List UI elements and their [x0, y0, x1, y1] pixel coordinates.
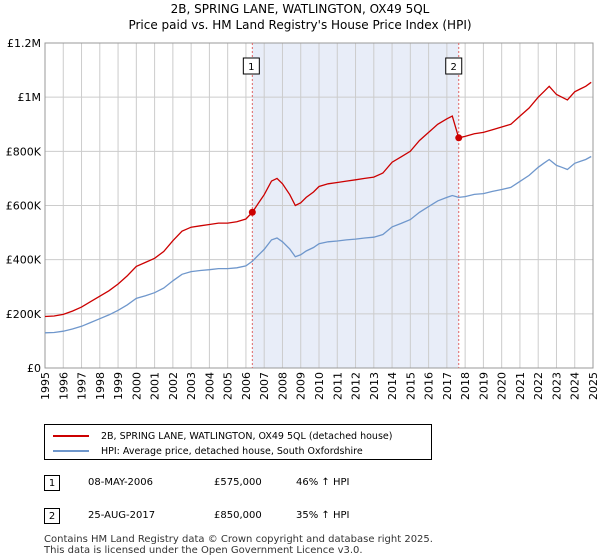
sale-marker-label: 2 — [451, 62, 457, 73]
chart-legend: 2B, SPRING LANE, WATLINGTON, OX49 5QL (d… — [44, 424, 432, 460]
x-tick-label: 2011 — [331, 372, 344, 400]
x-tick-label: 2017 — [441, 372, 454, 400]
y-tick-label: £0 — [27, 362, 41, 375]
legend-label-hpi: HPI: Average price, detached house, Sout… — [101, 445, 363, 457]
legend-swatch-property — [53, 435, 89, 437]
legend-swatch-hpi — [53, 450, 89, 452]
sale-marker-badge — [242, 57, 260, 75]
sale-price: £850,000 — [214, 510, 262, 521]
x-tick-label: 2023 — [550, 372, 563, 400]
sale-date: 08-MAY-2006 — [88, 477, 154, 488]
x-tick-label: 2021 — [514, 372, 527, 400]
x-tick-label: 2003 — [185, 372, 198, 400]
x-tick-label: 2012 — [350, 372, 363, 400]
x-tick-label: 2020 — [496, 372, 509, 400]
chart-title: 2B, SPRING LANE, WATLINGTON, OX49 5QL — [170, 2, 430, 16]
sale-hpi-change: 35% ↑ HPI — [296, 510, 350, 521]
x-tick-label: 2004 — [203, 372, 216, 400]
x-tick-label: 2005 — [222, 372, 235, 400]
x-tick-label: 1999 — [112, 372, 125, 400]
x-tick-label: 1998 — [94, 372, 107, 400]
legend-label-property: 2B, SPRING LANE, WATLINGTON, OX49 5QL (d… — [101, 430, 393, 442]
x-tick-label: 1997 — [76, 372, 89, 400]
x-tick-label: 1995 — [39, 372, 52, 400]
hpi-line — [44, 155, 592, 334]
sale-marker-badge — [445, 57, 463, 75]
x-tick-label: 2006 — [240, 372, 253, 400]
x-tick-label: 2015 — [404, 372, 417, 400]
plot-frame — [44, 42, 594, 369]
x-tick-label: 1996 — [57, 372, 70, 400]
y-tick-label: £400K — [6, 254, 42, 267]
property-price-line — [44, 81, 592, 318]
footer-license: This data is licensed under the Open Gov… — [44, 545, 363, 556]
y-tick-label: £1.2M — [7, 37, 41, 50]
sale-date: 25-AUG-2017 — [88, 510, 156, 521]
chart-subtitle: Price paid vs. HM Land Registry's House … — [128, 18, 472, 32]
y-tick-label: £600K — [6, 200, 42, 213]
x-tick-label: 2000 — [130, 372, 143, 400]
x-tick-label: 2001 — [149, 372, 162, 400]
sale-number-badge: 2 — [44, 508, 60, 524]
legend-item-property: 2B, SPRING LANE, WATLINGTON, OX49 5QL (d… — [53, 429, 392, 443]
sale-point — [455, 134, 463, 142]
x-tick-label: 2002 — [167, 372, 180, 400]
legend-item-hpi: HPI: Average price, detached house, Sout… — [53, 444, 363, 458]
y-tick-label: £200K — [6, 308, 42, 321]
footer-copyright: Contains HM Land Registry data © Crown c… — [44, 534, 433, 545]
x-tick-label: 2010 — [313, 372, 326, 400]
sale-hpi-change: 46% ↑ HPI — [296, 477, 350, 488]
x-tick-label: 2007 — [258, 372, 271, 400]
x-tick-label: 2016 — [423, 372, 436, 400]
x-tick-label: 2014 — [386, 372, 399, 400]
y-tick-label: £1M — [18, 91, 42, 104]
x-tick-label: 2009 — [295, 372, 308, 400]
x-tick-label: 2008 — [276, 372, 289, 400]
sale-price: £575,000 — [214, 477, 262, 488]
sale-number-badge: 1 — [44, 475, 60, 491]
sale-point — [248, 208, 256, 216]
x-tick-label: 2025 — [587, 372, 600, 400]
x-tick-label: 2022 — [532, 372, 545, 400]
price-chart: £0 £200K £400K £600K £800K £1M £1.2M 1995 1996 19… — [6, 37, 600, 400]
x-tick-label: 2024 — [569, 372, 582, 400]
x-tick-label: 2013 — [368, 372, 381, 400]
sale-marker-label: 1 — [248, 62, 254, 73]
x-tick-label: 2019 — [477, 372, 490, 400]
y-tick-label: £800K — [6, 145, 42, 158]
x-tick-label: 2018 — [459, 372, 472, 400]
